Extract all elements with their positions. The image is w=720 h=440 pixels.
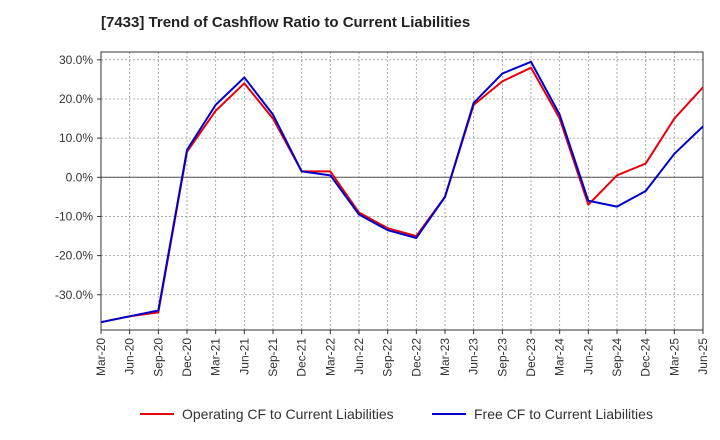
chart-title: [7433] Trend of Cashflow Ratio to Curren…: [101, 14, 471, 31]
x-tick-label: Mar-21: [209, 338, 223, 376]
legend: Operating CF to Current Liabilities Free …: [140, 406, 653, 422]
x-tick-label: Jun-25: [696, 338, 710, 375]
x-tick-label: Jun-21: [237, 338, 251, 375]
x-tick-label: Jun-23: [467, 338, 481, 375]
y-tick-label: 0.0%: [66, 170, 94, 184]
x-axis-ticks: Mar-20 Jun-20 Sep-20 Dec-20 Mar-21 Jun-21 Sep-…: [94, 330, 710, 377]
y-axis-ticks: 30.0% 20.0% 10.0% 0.0% -10.0% -20.0% -30.0%: [55, 53, 101, 302]
x-tick-label: Jun-20: [123, 338, 137, 375]
x-tick-label: Sep-24: [610, 338, 624, 377]
x-tick-label: Mar-25: [667, 338, 681, 376]
x-tick-label: Sep-21: [266, 338, 280, 377]
x-tick-label: Mar-20: [94, 338, 108, 376]
series-lines: [100, 60, 704, 324]
legend-label-operating-cf: Operating CF to Current Liabilities: [182, 406, 394, 422]
y-tick-label: 30.0%: [59, 53, 93, 67]
y-tick-label: -10.0%: [55, 209, 93, 223]
y-tick-label: -30.0%: [55, 288, 93, 302]
legend-label-free-cf: Free CF to Current Liabilities: [474, 406, 653, 422]
operating-cf-line: [100, 66, 704, 324]
y-tick-label: 20.0%: [59, 92, 93, 106]
free-cf-line: [100, 60, 704, 324]
x-tick-label: Mar-23: [438, 338, 452, 376]
x-tick-label: Dec-22: [409, 338, 423, 377]
x-tick-label: Sep-23: [495, 338, 509, 377]
y-tick-label: -20.0%: [55, 249, 93, 263]
x-tick-label: Dec-24: [639, 338, 653, 377]
x-tick-label: Dec-23: [524, 338, 538, 377]
x-tick-label: Dec-20: [180, 338, 194, 377]
x-tick-label: Jun-22: [352, 338, 366, 375]
grid-lines: [100, 52, 704, 330]
x-tick-label: Jun-24: [581, 338, 595, 375]
plot-area-border: [100, 51, 704, 331]
x-tick-label: Sep-20: [151, 338, 165, 377]
x-tick-label: Dec-21: [295, 338, 309, 377]
x-tick-label: Mar-22: [323, 338, 337, 376]
x-tick-label: Mar-24: [553, 338, 567, 376]
x-tick-label: Sep-22: [381, 338, 395, 377]
y-tick-label: 10.0%: [59, 131, 93, 145]
